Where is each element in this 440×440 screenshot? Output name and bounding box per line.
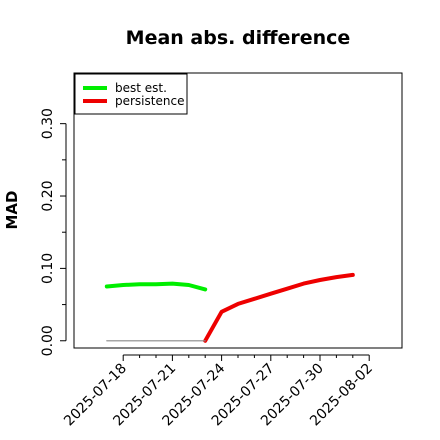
series-line-best-est <box>104 281 208 292</box>
plot-frame <box>73 72 403 349</box>
y-axis-label: MAD <box>3 191 21 230</box>
legend-box <box>74 73 188 115</box>
x-axis: 2025-07-182025-07-212025-07-242025-07-27… <box>61 354 376 429</box>
legend-label: best est. <box>115 81 167 95</box>
y-tick-label: 0.20 <box>40 180 56 211</box>
series-line-persistence <box>203 272 355 343</box>
chart-title: Mean abs. difference <box>126 27 351 49</box>
y-axis: 0.00 0.10 0.20 0.30 <box>40 108 67 356</box>
y-tick-label: 0.10 <box>40 253 56 284</box>
y-tick-label: 0.30 <box>40 108 56 139</box>
series-layer <box>104 272 355 343</box>
legend-label: persistence <box>115 94 184 108</box>
y-tick-label: 0.00 <box>40 325 56 356</box>
legend: best est.persistence <box>74 73 188 115</box>
